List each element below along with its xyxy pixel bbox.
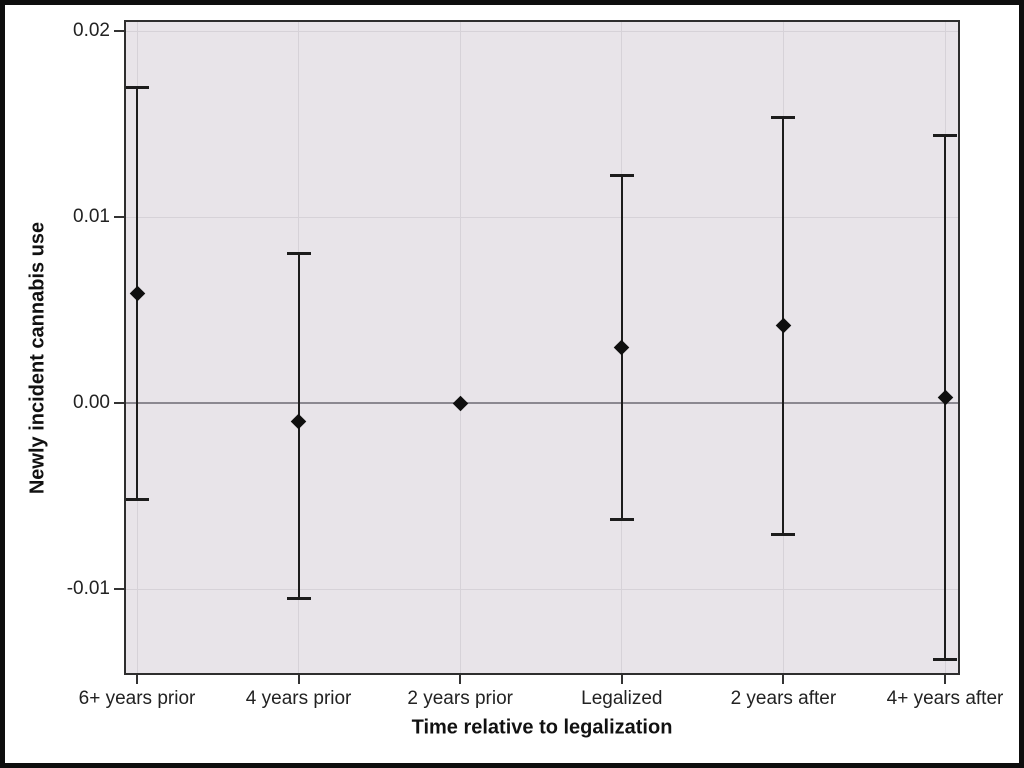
error-bar-upper-cap xyxy=(771,115,796,119)
x-axis-category-label: Legalized xyxy=(581,688,663,709)
x-axis-category-label: 2 years after xyxy=(730,688,837,709)
y-axis-tick xyxy=(114,30,125,33)
y-axis-tick-label: -0.01 xyxy=(66,578,110,600)
y-axis-tick-label: 0.02 xyxy=(73,20,110,42)
error-bar-lower-cap xyxy=(125,498,149,502)
x-axis-title: Time relative to legalization xyxy=(411,716,673,739)
x-axis-category-label: 4 years prior xyxy=(245,688,352,709)
error-bar-lower-cap xyxy=(286,596,311,600)
y-axis-tick-label: 0.01 xyxy=(73,206,110,228)
x-axis-tick xyxy=(944,675,946,684)
y-axis-tick-label: 0.00 xyxy=(73,392,110,414)
y-axis-tick xyxy=(114,402,125,405)
vertical-gridline xyxy=(459,22,461,673)
error-bar-upper-cap xyxy=(125,86,149,90)
x-axis-tick xyxy=(782,675,785,684)
x-axis-category-label: 4+ years after xyxy=(886,688,1004,709)
error-bar-upper-cap xyxy=(286,251,311,255)
horizontal-gridline xyxy=(126,216,958,218)
x-axis-tick xyxy=(459,675,462,684)
horizontal-gridline xyxy=(126,30,958,32)
error-bar-upper-cap xyxy=(609,173,634,177)
zero-reference-line xyxy=(126,402,958,405)
plot-area-background xyxy=(126,22,958,673)
x-axis-category-label: 6+ years prior xyxy=(78,688,196,709)
x-axis-tick xyxy=(620,675,623,684)
y-axis-tick xyxy=(114,588,125,591)
error-bar-lower-cap xyxy=(933,657,957,661)
error-bar-upper-cap xyxy=(933,134,957,138)
y-axis-tick xyxy=(114,216,125,219)
error-bar-lower-cap xyxy=(609,518,634,522)
x-axis-category-label: 2 years prior xyxy=(407,688,513,709)
y-axis-title: Newly incident cannabis use xyxy=(26,221,49,495)
x-axis-tick xyxy=(297,675,300,684)
error-bar-lower-cap xyxy=(771,533,796,537)
x-axis-tick xyxy=(136,675,138,684)
horizontal-gridline xyxy=(126,588,958,590)
